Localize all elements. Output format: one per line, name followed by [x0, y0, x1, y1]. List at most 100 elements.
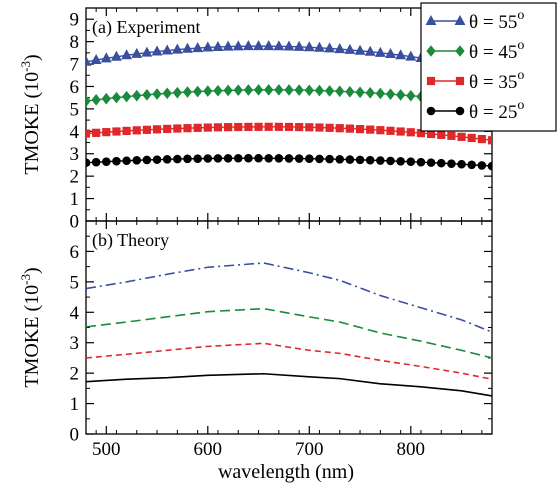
data-point [284, 154, 294, 163]
y-tick-label: 8 [70, 32, 80, 53]
legend-box [420, 2, 557, 132]
data-point [344, 43, 356, 54]
data-point [142, 89, 152, 101]
data-point [366, 125, 375, 134]
data-point [325, 154, 334, 164]
data-point [86, 158, 91, 168]
data-point [467, 160, 477, 170]
y-tick-label: 5 [70, 99, 80, 120]
data-point [457, 132, 466, 141]
legend-label-sup: o [517, 38, 524, 53]
y-tick-label: 7 [70, 55, 80, 76]
data-point [91, 94, 101, 106]
legend-item: θ = 35o [426, 68, 524, 93]
data-point [152, 88, 162, 100]
data-point [152, 125, 162, 134]
legend-label: θ = 45o [469, 38, 524, 63]
data-point [314, 41, 325, 52]
data-point [86, 95, 91, 107]
theory-line-0 [85, 262, 493, 333]
data-point [233, 84, 243, 96]
data-point [284, 122, 294, 132]
data-point [182, 42, 193, 53]
data-point [132, 89, 142, 102]
data-point [273, 40, 285, 51]
data-point [223, 153, 233, 163]
data-point [233, 153, 243, 163]
data-point [243, 84, 254, 96]
data-point [355, 155, 365, 165]
panel-label: (a) Experiment [92, 17, 200, 38]
data-point [354, 44, 366, 55]
data-point [386, 126, 395, 135]
data-point [202, 41, 214, 52]
y-axis-label-text: TMOKE (10 [21, 72, 43, 175]
data-point [244, 153, 253, 163]
legend-label-text: θ = 25 [469, 102, 517, 123]
data-point [335, 155, 345, 164]
data-point [112, 127, 121, 136]
data-point [426, 158, 436, 167]
data-point [467, 133, 476, 143]
y-axis-label-text: TMOKE (10 [21, 285, 43, 388]
y-tick-label: 0 [70, 212, 80, 233]
y-tick-label: 0 [70, 425, 80, 446]
data-point [253, 40, 264, 51]
data-point [406, 157, 416, 167]
data-point [213, 84, 223, 97]
data-point [294, 84, 304, 96]
y-tick-label: 3 [70, 333, 80, 354]
data-point [376, 156, 385, 165]
data-point [487, 161, 492, 171]
theory-line-2 [85, 342, 493, 381]
data-point [192, 42, 204, 53]
y-axis-label-close: ) [21, 267, 43, 274]
data-point [91, 157, 101, 167]
data-point [406, 89, 416, 102]
data-point [335, 85, 345, 98]
data-point [324, 85, 335, 97]
data-point [324, 42, 336, 53]
data-point [264, 153, 274, 163]
y-tick-label: 4 [70, 122, 80, 143]
data-point [183, 124, 192, 133]
data-point [100, 52, 112, 63]
data-point [385, 88, 396, 100]
data-point [90, 53, 102, 65]
legend-label-sup: o [517, 68, 524, 83]
data-point [213, 154, 223, 163]
data-point [111, 91, 122, 104]
legend-label: θ = 35o [469, 68, 524, 93]
data-point [345, 124, 354, 133]
data-point [436, 158, 446, 168]
data-point [314, 84, 325, 97]
data-point [365, 87, 375, 99]
data-point [254, 153, 263, 163]
y-axis-label-close: ) [21, 54, 43, 61]
data-point [102, 128, 111, 137]
data-point [447, 131, 456, 140]
data-point [447, 159, 456, 168]
data-point [264, 122, 273, 131]
data-point [457, 159, 466, 169]
x-tick-label: 700 [295, 439, 324, 460]
data-point [254, 122, 263, 131]
data-point [244, 122, 253, 132]
data-point [141, 46, 153, 57]
legend-marker [455, 106, 465, 116]
data-point [264, 84, 274, 96]
data-point [477, 134, 486, 144]
data-point [121, 49, 133, 60]
y-axis-label: TMOKE (10-3) [18, 267, 43, 387]
legend-label-text: θ = 35 [469, 72, 517, 93]
data-point [355, 124, 365, 134]
x-tick-label: 500 [92, 439, 121, 460]
x-axis-label: wavelength (nm) [218, 461, 354, 483]
y-tick-label: 5 [70, 272, 80, 293]
data-point [212, 40, 224, 51]
y-tick-label: 9 [70, 10, 80, 31]
data-point [345, 155, 355, 164]
data-point [193, 154, 202, 163]
